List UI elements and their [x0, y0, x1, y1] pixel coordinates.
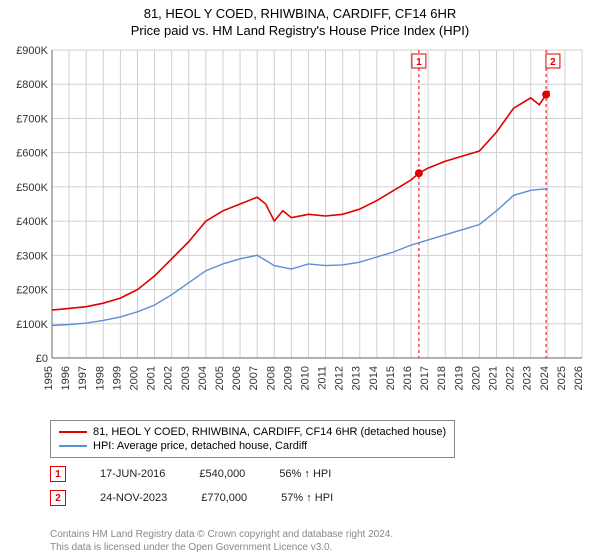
legend-row: HPI: Average price, detached house, Card…: [59, 439, 446, 453]
svg-text:2009: 2009: [282, 366, 294, 390]
svg-text:£600K: £600K: [16, 148, 48, 160]
svg-text:£300K: £300K: [16, 250, 48, 262]
legend-swatch: [59, 431, 87, 433]
svg-text:£200K: £200K: [16, 285, 48, 297]
svg-text:2007: 2007: [248, 366, 260, 390]
svg-text:2025: 2025: [556, 366, 568, 390]
svg-text:2012: 2012: [334, 366, 346, 390]
svg-text:1997: 1997: [77, 366, 89, 390]
svg-text:£700K: £700K: [16, 113, 48, 125]
svg-text:2001: 2001: [146, 366, 158, 390]
marker-badge-num: 1: [55, 469, 61, 480]
svg-text:2010: 2010: [299, 366, 311, 390]
svg-text:2020: 2020: [470, 366, 482, 390]
svg-text:1996: 1996: [60, 366, 72, 390]
marker-price: £770,000: [201, 492, 247, 504]
legend-swatch: [59, 445, 87, 447]
svg-text:£800K: £800K: [16, 79, 48, 91]
svg-text:2015: 2015: [385, 366, 397, 390]
svg-text:2022: 2022: [505, 366, 517, 390]
svg-text:2021: 2021: [488, 366, 500, 390]
svg-text:2008: 2008: [265, 366, 277, 390]
svg-text:2026: 2026: [573, 366, 585, 390]
svg-text:1995: 1995: [43, 366, 55, 390]
svg-text:2017: 2017: [419, 366, 431, 390]
svg-text:2011: 2011: [317, 366, 329, 390]
svg-text:2014: 2014: [368, 366, 380, 390]
marker-badge-num: 2: [55, 493, 61, 504]
line-chart-svg: £0 £100K £200K £300K £400K £500K £600K £700K £80…: [8, 44, 592, 414]
footer-line1: Contains HM Land Registry data © Crown c…: [50, 528, 393, 541]
svg-text:£0: £0: [36, 353, 48, 365]
marker-date: 24-NOV-2023: [100, 492, 167, 504]
svg-text:£900K: £900K: [16, 45, 48, 57]
legend-row: 81, HEOL Y COED, RHIWBINA, CARDIFF, CF14…: [59, 425, 446, 439]
svg-text:1: 1: [416, 57, 422, 68]
svg-text:2023: 2023: [522, 366, 534, 390]
svg-text:2003: 2003: [180, 366, 192, 390]
svg-text:2016: 2016: [402, 366, 414, 390]
marker-date: 17-JUN-2016: [100, 468, 165, 480]
svg-text:£400K: £400K: [16, 216, 48, 228]
svg-text:2005: 2005: [214, 366, 226, 390]
svg-text:1999: 1999: [111, 366, 123, 390]
legend-label: 81, HEOL Y COED, RHIWBINA, CARDIFF, CF14…: [93, 426, 446, 438]
footer-attribution: Contains HM Land Registry data © Crown c…: [50, 528, 393, 554]
svg-text:2019: 2019: [453, 366, 465, 390]
svg-text:2006: 2006: [231, 366, 243, 390]
marker-pct: 56% ↑ HPI: [279, 468, 331, 480]
svg-text:2024: 2024: [539, 366, 551, 390]
svg-text:£100K: £100K: [16, 319, 48, 331]
marker-table: 1 17-JUN-2016 £540,000 56% ↑ HPI 2 24-NO…: [50, 462, 333, 510]
footer-line2: This data is licensed under the Open Gov…: [50, 541, 393, 554]
svg-text:1998: 1998: [94, 366, 106, 390]
marker-badge: 1: [50, 466, 66, 482]
legend-box: 81, HEOL Y COED, RHIWBINA, CARDIFF, CF14…: [50, 420, 455, 458]
marker-badge: 2: [50, 490, 66, 506]
marker-price: £540,000: [199, 468, 245, 480]
chart-title-line2: Price paid vs. HM Land Registry's House …: [0, 23, 600, 42]
svg-text:2018: 2018: [436, 366, 448, 390]
marker-row: 2 24-NOV-2023 £770,000 57% ↑ HPI: [50, 486, 333, 510]
svg-text:2013: 2013: [351, 366, 363, 390]
svg-text:2: 2: [550, 57, 556, 68]
svg-text:2002: 2002: [163, 366, 175, 390]
svg-text:2000: 2000: [128, 366, 140, 390]
legend-label: HPI: Average price, detached house, Card…: [93, 440, 307, 452]
svg-text:£500K: £500K: [16, 182, 48, 194]
chart-container: 81, HEOL Y COED, RHIWBINA, CARDIFF, CF14…: [0, 0, 600, 560]
marker-pct: 57% ↑ HPI: [281, 492, 333, 504]
marker-row: 1 17-JUN-2016 £540,000 56% ↑ HPI: [50, 462, 333, 486]
chart-area: £0 £100K £200K £300K £400K £500K £600K £700K £80…: [8, 44, 592, 414]
svg-text:2004: 2004: [197, 366, 209, 390]
chart-title-line1: 81, HEOL Y COED, RHIWBINA, CARDIFF, CF14…: [0, 0, 600, 23]
